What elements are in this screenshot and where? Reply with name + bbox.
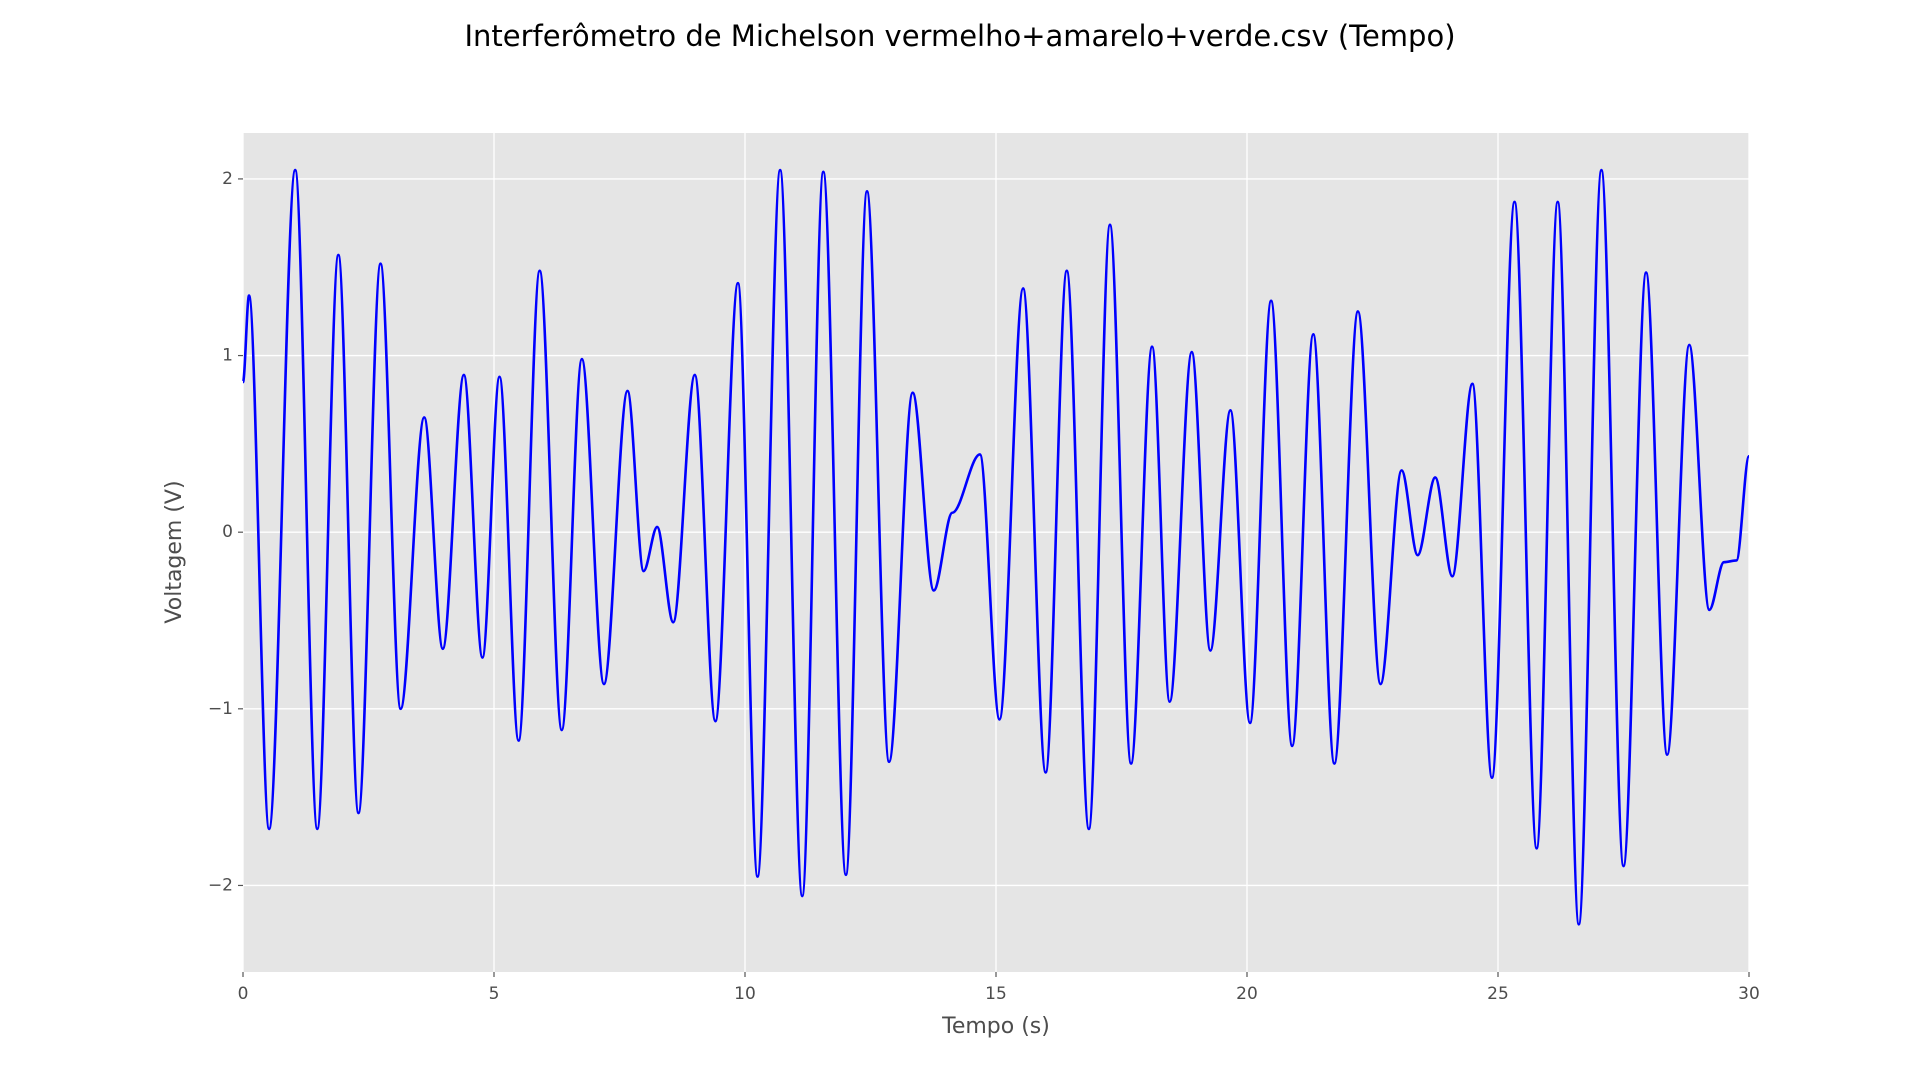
x-tick-label: 30	[1738, 984, 1760, 1004]
x-tick-label: 5	[489, 984, 500, 1004]
y-tick-label: 0	[222, 522, 233, 542]
y-tick-label: 1	[222, 346, 233, 366]
x-axis-label: Tempo (s)	[941, 1014, 1050, 1039]
data-line	[241, 168, 1751, 926]
x-tick-label: 20	[1236, 984, 1258, 1004]
x-tick-label: 10	[734, 984, 756, 1004]
chart-title: Interferômetro de Michelson vermelho+ama…	[464, 19, 1455, 53]
x-tick-label: 25	[1487, 984, 1509, 1004]
x-tick-label: 15	[985, 984, 1007, 1004]
y-tick-label: −2	[208, 875, 233, 895]
x-tick-label: 0	[238, 984, 249, 1004]
y-tick-label: 2	[222, 169, 233, 189]
y-tick-label: −1	[208, 699, 233, 719]
y-axis-label: Voltagem (V)	[162, 480, 187, 623]
